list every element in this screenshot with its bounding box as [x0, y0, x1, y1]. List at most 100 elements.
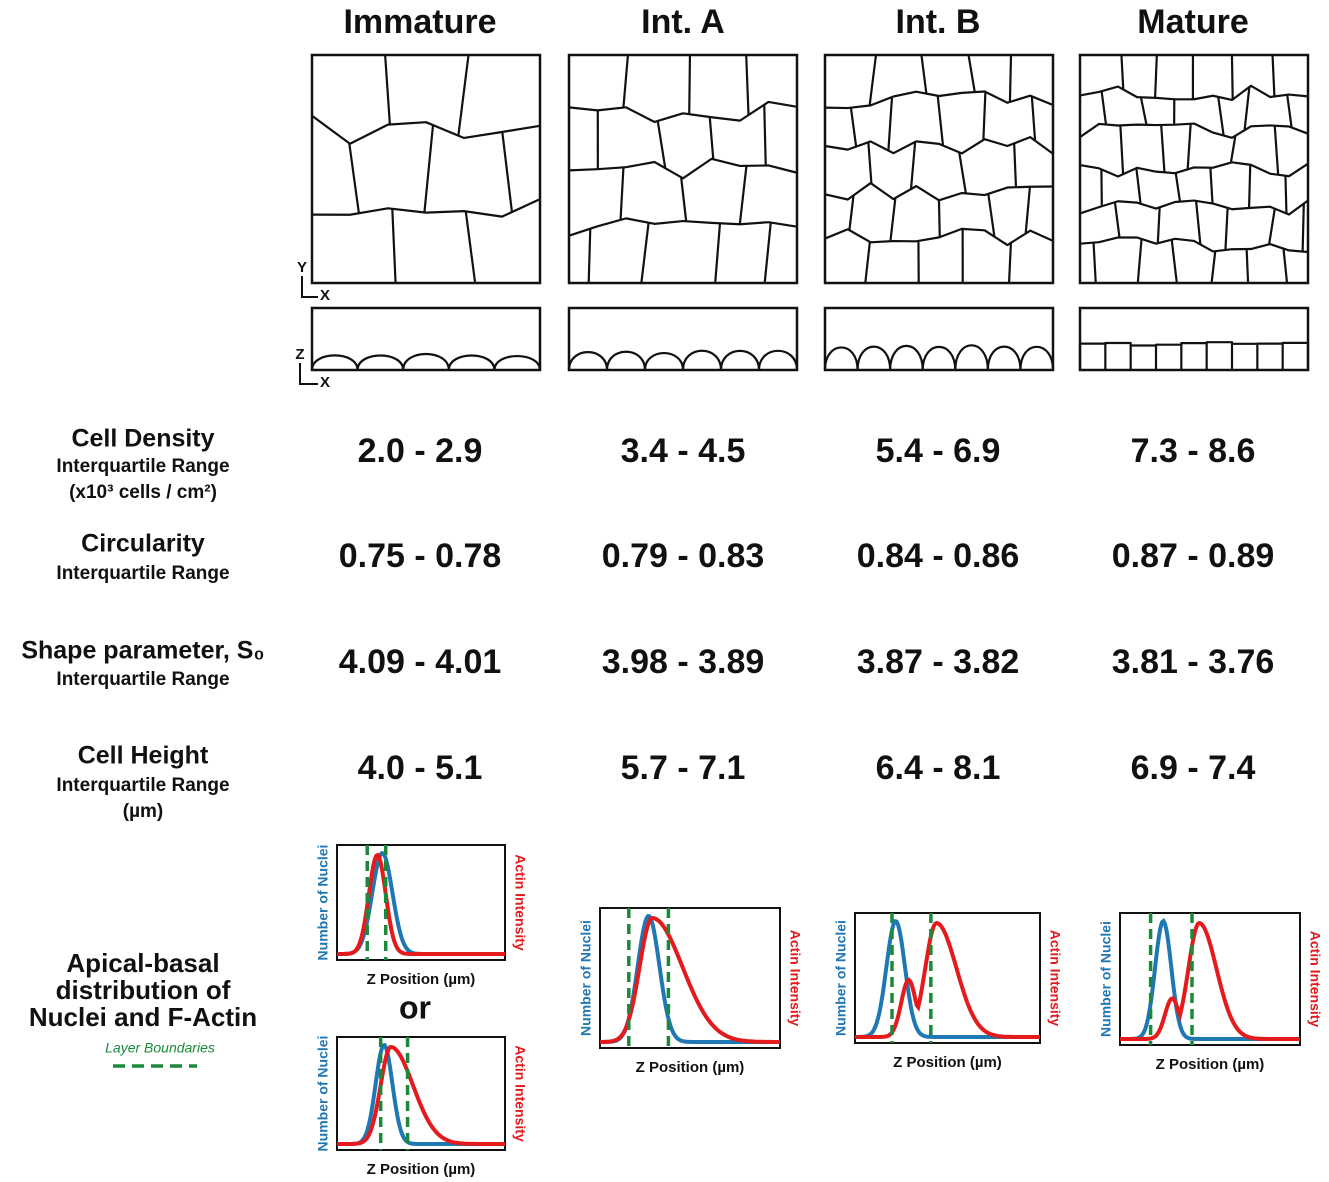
- x-label: Z Position (µm): [367, 1161, 476, 1177]
- cell-edge: [825, 137, 1053, 154]
- side-view-box: [569, 308, 797, 370]
- cell-edge: [1225, 208, 1227, 250]
- cell-edge: [1212, 251, 1216, 283]
- y-left-label: Number of Nuclei: [833, 920, 849, 1036]
- side-view-box: [1080, 308, 1308, 370]
- cell-edge: [921, 55, 926, 94]
- y-right-label: Actin Intensity: [787, 930, 803, 1027]
- row-value: 7.3 - 8.6: [1131, 432, 1256, 470]
- row-sublabel: (x10³ cells / cm²): [69, 482, 217, 503]
- column-header: Int. A: [641, 3, 725, 41]
- x-label: Z Position (µm): [367, 971, 476, 988]
- cell-edge: [1273, 55, 1275, 96]
- column-header: Int. B: [896, 3, 981, 41]
- actin-curve: [337, 855, 505, 954]
- cell-edge: [385, 55, 390, 124]
- row-value: 4.0 - 5.1: [358, 749, 483, 787]
- cell-edge: [1196, 201, 1200, 245]
- cell-edge: [1009, 243, 1011, 283]
- cell-edge: [641, 223, 648, 283]
- row-value: 0.84 - 0.86: [857, 537, 1020, 575]
- row-value: 0.79 - 0.83: [602, 537, 765, 575]
- row-label: Cell Density: [71, 425, 214, 453]
- cell-edge: [983, 92, 985, 140]
- or-text: or: [399, 989, 431, 1025]
- cell-edge: [569, 159, 797, 178]
- axis-arrow: [300, 363, 318, 384]
- row-value: 5.7 - 7.1: [621, 749, 746, 787]
- side-cells: [569, 351, 797, 370]
- cell-edge: [1249, 165, 1250, 208]
- cell-edge: [1245, 87, 1250, 130]
- row-value: 3.87 - 3.82: [857, 643, 1020, 681]
- cell-edge: [681, 177, 686, 221]
- cell-edge: [1026, 187, 1030, 234]
- plot-box: [855, 913, 1040, 1043]
- cell-edge: [1161, 125, 1164, 172]
- axis-glyph: X: [320, 374, 330, 391]
- cell-edge: [349, 143, 359, 213]
- dist-label: distribution of: [56, 975, 231, 1005]
- cell-edge: [1158, 207, 1160, 243]
- cell-edge: [1032, 96, 1035, 140]
- axis-glyph: Y: [297, 259, 307, 276]
- cell-edge: [466, 211, 475, 283]
- nuclei-curve: [337, 1045, 505, 1144]
- x-label: Z Position (µm): [893, 1054, 1002, 1071]
- row-value: 3.81 - 3.76: [1112, 643, 1275, 681]
- cell-edge: [1303, 204, 1304, 252]
- side-cells: [1080, 342, 1308, 370]
- cell-edge: [715, 223, 720, 283]
- cell-edge: [1172, 240, 1177, 283]
- cell-edge: [911, 142, 915, 189]
- cell-edge: [888, 97, 892, 151]
- cell-edge: [710, 117, 714, 159]
- cell-edge: [1269, 209, 1275, 245]
- cell-edge: [1141, 97, 1147, 125]
- cell-edge: [502, 132, 512, 212]
- row-sublabel: Interquartile Range: [56, 775, 229, 796]
- cell-edge: [1120, 125, 1123, 174]
- cell-edge: [1232, 55, 1233, 99]
- cell-edge: [1283, 249, 1287, 283]
- cell-edge: [1121, 55, 1123, 89]
- row-value: 6.9 - 7.4: [1131, 749, 1256, 787]
- cell-edge: [1014, 143, 1016, 187]
- row-value: 0.75 - 0.78: [339, 537, 502, 575]
- cell-edge: [1138, 239, 1142, 283]
- cell-edge: [1247, 249, 1248, 283]
- cell-edge: [1010, 55, 1011, 102]
- cell-edge: [870, 55, 876, 105]
- y-left-label: Number of Nuclei: [1098, 921, 1114, 1037]
- dist-label: Nuclei and F-Actin: [29, 1002, 257, 1032]
- row-sublabel: (µm): [123, 801, 164, 822]
- cell-edge: [1094, 243, 1096, 283]
- cell-edge: [1188, 124, 1191, 170]
- dist-label: Apical-basal: [66, 948, 219, 978]
- cell-edge: [988, 194, 994, 237]
- row-value: 2.0 - 2.9: [358, 432, 483, 470]
- cell-edge: [1275, 126, 1278, 175]
- cell-edge: [1102, 91, 1106, 124]
- cell-edge: [424, 125, 433, 212]
- row-label: Cell Height: [78, 742, 209, 770]
- x-label: Z Position (µm): [1156, 1056, 1265, 1073]
- cell-edge: [865, 242, 870, 283]
- cell-edge: [938, 96, 943, 146]
- cell-edge: [959, 152, 966, 193]
- cell-edge: [890, 198, 895, 241]
- cell-edge: [1080, 237, 1308, 252]
- y-left-label: Number of Nuclei: [315, 845, 331, 961]
- cell-edge: [312, 116, 540, 144]
- row-label: Shape parameter, S₀: [21, 637, 264, 665]
- column-header: Immature: [343, 3, 496, 41]
- column-header: Mature: [1137, 3, 1248, 41]
- legend-label: Layer Boundaries: [105, 1040, 215, 1056]
- cell-edge: [621, 167, 624, 220]
- cell-edge: [689, 55, 690, 114]
- cell-edge: [458, 55, 468, 136]
- cell-edge: [1080, 124, 1308, 138]
- cell-edge: [969, 55, 975, 92]
- cell-edge: [868, 142, 871, 183]
- cell-edge: [569, 218, 797, 235]
